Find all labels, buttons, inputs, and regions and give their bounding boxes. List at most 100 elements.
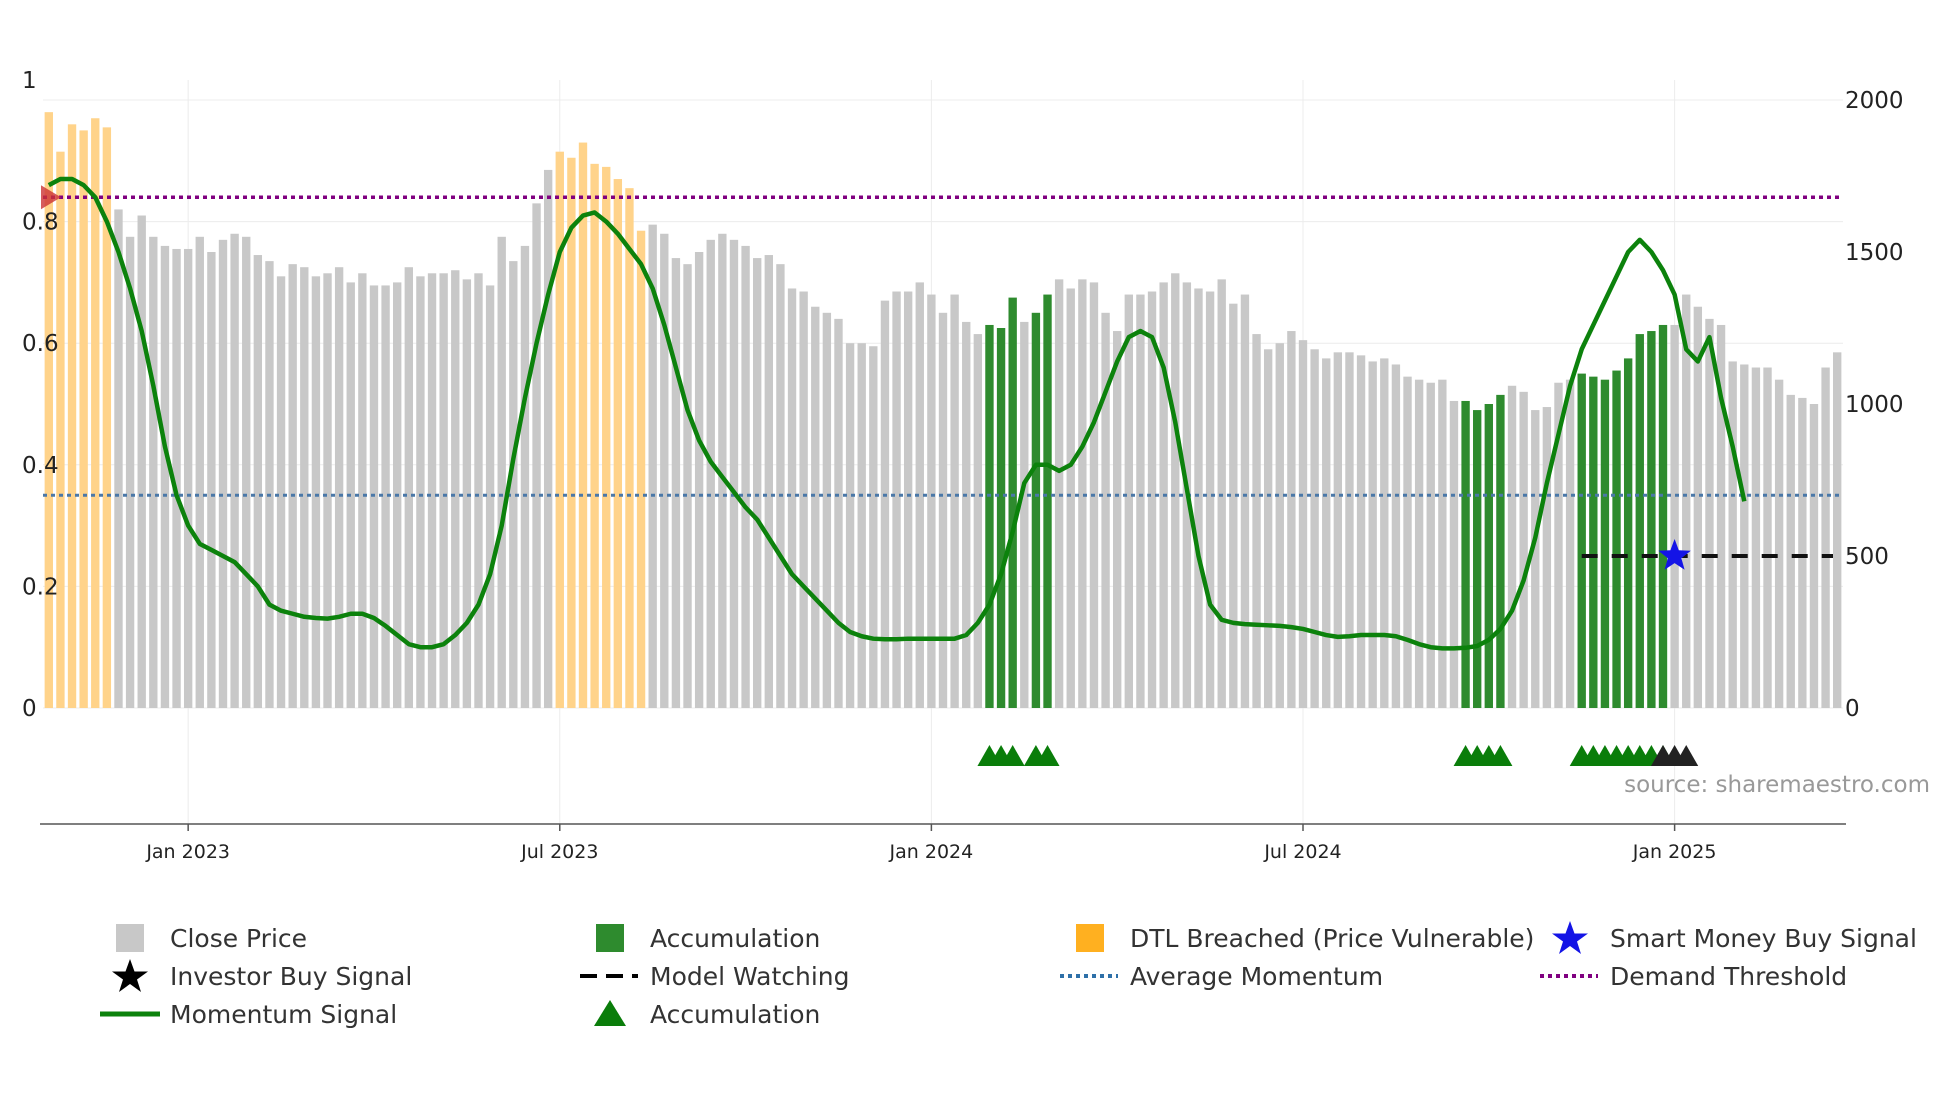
close-bar xyxy=(172,248,181,708)
accumulation-bar xyxy=(1496,394,1505,708)
close-bar xyxy=(671,258,681,708)
close-bar xyxy=(973,334,983,708)
x-tick-label: Jan 2023 xyxy=(145,841,230,863)
close-bar xyxy=(683,264,692,708)
y-right-tick-label: 1000 xyxy=(1845,392,1904,418)
close-bar xyxy=(706,239,715,708)
close-bar xyxy=(1333,352,1343,708)
close-bar xyxy=(404,267,413,708)
close-bar xyxy=(903,291,913,708)
close-bar xyxy=(857,343,866,708)
accumulation-bar xyxy=(985,324,994,708)
y-left-tick-label: 0 xyxy=(22,696,37,722)
legend-swatch-close xyxy=(116,924,144,952)
close-bar xyxy=(927,294,936,708)
accumulation-bar xyxy=(1623,358,1633,708)
close-bar xyxy=(509,261,518,708)
accumulation-bar xyxy=(1647,331,1656,708)
close-bar xyxy=(311,276,321,708)
close-bar xyxy=(358,273,367,708)
accumulation-bar xyxy=(1600,379,1610,708)
investor-buy-marker xyxy=(1674,745,1699,766)
dtl-bar xyxy=(613,179,623,709)
y-right-tick-label: 1500 xyxy=(1845,240,1904,266)
demand-breach-marker xyxy=(41,185,61,210)
dtl-bar xyxy=(602,166,611,708)
close-bar xyxy=(1705,318,1714,708)
close-bar xyxy=(1519,391,1528,708)
x-tick-label: Jan 2025 xyxy=(1632,841,1717,863)
close-bar xyxy=(1287,331,1296,708)
accumulation-bar xyxy=(1031,312,1041,708)
close-bar xyxy=(1798,397,1807,708)
dtl-bar xyxy=(590,163,599,709)
close-bar xyxy=(543,169,553,709)
close-bar xyxy=(1821,367,1830,708)
close-bar xyxy=(137,215,146,708)
close-bar xyxy=(950,294,959,708)
dtl-bar xyxy=(79,130,88,708)
close-bar xyxy=(265,261,274,708)
close-bar xyxy=(439,273,448,708)
close-bar xyxy=(753,258,762,708)
close-bar xyxy=(1263,349,1273,708)
close-bar xyxy=(1670,324,1679,708)
close-bar xyxy=(1449,400,1459,708)
close-bar xyxy=(381,285,390,708)
close-bar xyxy=(497,236,506,709)
y-left-tick-label: 0.4 xyxy=(22,453,59,479)
close-bar xyxy=(1020,321,1029,708)
legend-label-close: Close Price xyxy=(170,923,308,953)
x-tick-label: Jul 2023 xyxy=(520,841,598,863)
close-bar xyxy=(1078,279,1087,708)
close-bar xyxy=(288,264,297,708)
y-left-tick-label: 0.8 xyxy=(22,210,59,236)
close-bar xyxy=(1809,404,1819,708)
dtl-bar xyxy=(44,112,53,708)
close-bar xyxy=(160,245,170,709)
close-bar xyxy=(183,248,193,708)
accumulation-bar xyxy=(1612,370,1621,708)
close-bar xyxy=(787,288,797,708)
close-bar xyxy=(323,273,332,708)
close-bar xyxy=(938,312,948,708)
close-bar xyxy=(718,233,727,708)
smart-money-star xyxy=(1658,539,1691,570)
close-bar xyxy=(1565,379,1575,708)
dtl-bar xyxy=(102,127,112,709)
close-bar xyxy=(1229,303,1238,708)
legend-swatch-demand xyxy=(1540,974,1598,978)
close-bar xyxy=(485,285,495,708)
close-bar xyxy=(892,291,901,708)
legend-swatch-model-watching xyxy=(580,974,638,978)
close-bar xyxy=(1310,349,1319,708)
dtl-bar xyxy=(67,124,77,708)
close-bar xyxy=(1217,279,1226,708)
close-bar xyxy=(1252,334,1261,708)
triangle-up-icon xyxy=(594,1000,626,1026)
legend-swatch-accumulation xyxy=(596,924,624,952)
close-bar xyxy=(1693,306,1703,708)
close-bar xyxy=(729,239,739,708)
close-bar xyxy=(1751,367,1761,708)
close-bar xyxy=(1403,376,1412,708)
accumulation-bar xyxy=(1473,410,1482,708)
close-bar xyxy=(125,236,135,709)
dtl-bar xyxy=(555,151,564,708)
dtl-bar xyxy=(625,188,634,708)
accumulation-bar xyxy=(1484,404,1493,708)
legend-investor-buy: Investor Buy Signal xyxy=(100,958,412,994)
close-bar xyxy=(427,273,437,708)
close-bar xyxy=(1171,273,1180,708)
close-bar xyxy=(1194,288,1203,708)
close-bar xyxy=(114,209,123,708)
accumulation-bar xyxy=(1043,294,1052,708)
legend-label-smart-money: Smart Money Buy Signal xyxy=(1610,923,1917,953)
accumulation-marker xyxy=(1000,745,1025,766)
dtl-bar xyxy=(578,142,588,708)
close-bar xyxy=(776,264,785,708)
close-bar xyxy=(1054,279,1064,708)
close-bar xyxy=(1414,379,1424,708)
close-bar xyxy=(1554,382,1563,708)
axes: Jan 2023 Jul 2023 Jan 2024 Jul 2024 Jan 2025… xyxy=(22,68,1904,863)
